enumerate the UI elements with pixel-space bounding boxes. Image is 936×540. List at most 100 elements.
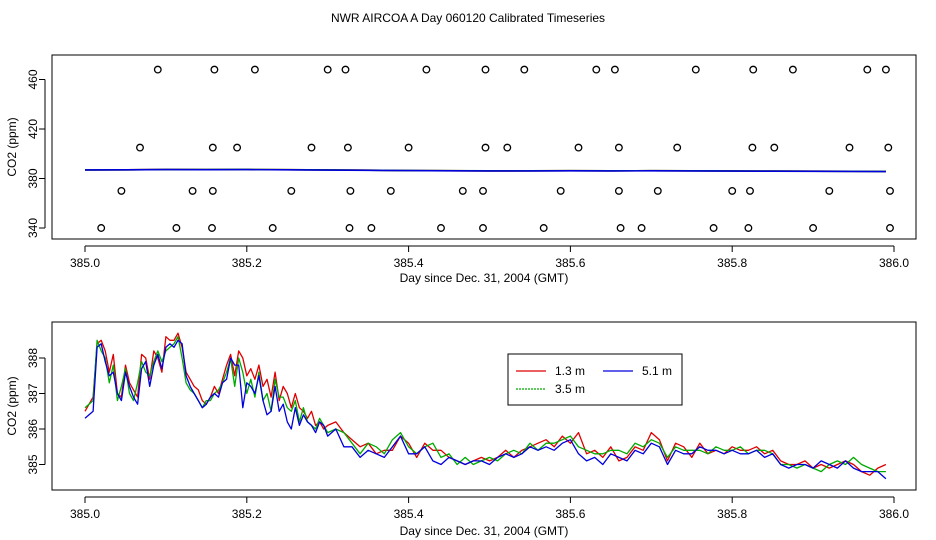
- calibration-point: [404, 143, 413, 152]
- calibration-x-axis: 385.0 385.2 385.4 385.6 385.8 386.0: [70, 245, 909, 270]
- calibration-point: [210, 65, 219, 74]
- calibration-point: [287, 186, 296, 195]
- timeseries-x-axis: 385.0 385.2 385.4 385.6 385.8 386.0: [70, 496, 909, 521]
- calibration-point: [422, 65, 431, 74]
- calibration-point: [614, 186, 623, 195]
- calibration-point: [770, 143, 779, 152]
- calibration-point: [886, 224, 894, 232]
- timeseries-x-tick-label: 385.6: [555, 507, 585, 521]
- calibration-point: [809, 224, 818, 232]
- timeseries-x-tick-label: 385.8: [717, 507, 747, 521]
- timeseries-y-axis: 385 386 387 388: [26, 348, 46, 475]
- calibration-point: [172, 224, 181, 232]
- timeseries-x-tick-label: 385.0: [70, 507, 100, 521]
- calibration-point: [341, 65, 350, 74]
- calibration-y-axis-label: CO2 (ppm): [5, 117, 19, 176]
- calibration-point: [458, 186, 467, 195]
- calibration-point: [788, 65, 797, 74]
- calibration-point: [97, 224, 106, 232]
- calibration-x-tick-label: 385.8: [717, 256, 747, 270]
- calibration-series-5-1-m: [84, 168, 886, 173]
- calibration-point: [744, 224, 753, 232]
- calibration-y-tick-label: 380: [26, 168, 40, 188]
- timeseries-x-axis-label: Day since Dec. 31, 2004 (GMT): [400, 524, 569, 538]
- calibration-y-axis: 340 380 420 460: [26, 69, 46, 238]
- calibration-point: [208, 224, 216, 232]
- calibration-points: [97, 65, 894, 232]
- calibration-point: [250, 65, 259, 74]
- calibration-y-tick-label: 420: [26, 119, 40, 139]
- calibration-point: [728, 186, 737, 195]
- calibration-point: [614, 143, 623, 152]
- calibration-x-tick-label: 385.0: [70, 256, 100, 270]
- calibration-point: [556, 186, 565, 195]
- calibration-point: [268, 224, 277, 232]
- calibration-x-tick-label: 386.0: [879, 256, 909, 270]
- calibration-point: [749, 65, 758, 74]
- calibration-point: [610, 65, 619, 74]
- calibration-point: [884, 143, 893, 152]
- calibration-point: [323, 65, 332, 74]
- page-title: NWR AIRCOA A Day 060120 Calibrated Times…: [331, 11, 605, 25]
- legend-box: [507, 353, 683, 406]
- calibration-plot-frame: [51, 54, 917, 240]
- calibration-point: [479, 224, 487, 232]
- legend: 1.3 m 5.1 m 3.5 m: [507, 353, 683, 406]
- calibration-point: [233, 143, 242, 152]
- calibration-point: [709, 224, 718, 232]
- calibration-point: [520, 65, 529, 74]
- timeseries-lines: [84, 332, 887, 480]
- timeseries-y-axis-label: CO2 (ppm): [5, 376, 19, 435]
- calibration-point: [153, 65, 162, 74]
- calibration-point: [886, 186, 894, 195]
- calibration-point: [208, 186, 217, 195]
- calibration-point: [345, 224, 354, 232]
- timeseries-line-5-1-m: [84, 339, 887, 480]
- timeseries-y-tick-label: 388: [26, 348, 40, 368]
- timeseries-y-tick-label: 386: [26, 419, 40, 439]
- timeseries-x-tick-label: 386.0: [879, 507, 909, 521]
- calibration-y-tick-label: 460: [26, 69, 40, 89]
- timeseries-plot-frame: [51, 321, 917, 491]
- calibration-point: [845, 143, 854, 152]
- calibration-series-lines: [84, 168, 886, 173]
- calibration-point: [863, 65, 872, 74]
- legend-label-3-5m: 3.5 m: [555, 382, 585, 396]
- timeseries-x-tick-label: 385.2: [232, 507, 262, 521]
- timeseries-y-tick-label: 385: [26, 454, 40, 474]
- calibration-point: [653, 186, 662, 195]
- calibration-point: [481, 65, 490, 74]
- legend-label-1-3m: 1.3 m: [555, 364, 585, 378]
- calibration-point: [616, 224, 625, 232]
- calibration-point: [188, 186, 197, 195]
- calibration-panel: 385.0 385.2 385.4 385.6 385.8 386.0 340 380 420…: [5, 54, 917, 285]
- calibration-point: [208, 143, 217, 152]
- calibration-y-tick-label: 340: [26, 218, 40, 238]
- legend-label-5-1m: 5.1 m: [642, 364, 672, 378]
- calibration-point: [367, 224, 376, 232]
- calibration-point: [673, 143, 682, 152]
- calibration-point: [748, 143, 757, 152]
- calibration-x-tick-label: 385.4: [394, 256, 424, 270]
- calibration-point: [479, 186, 487, 195]
- calibration-point: [691, 65, 700, 74]
- calibration-point: [346, 186, 355, 195]
- calibration-x-tick-label: 385.6: [555, 256, 585, 270]
- calibration-point: [386, 186, 395, 195]
- calibration-point: [637, 224, 646, 232]
- timeseries-line-1-3-m: [84, 332, 887, 476]
- calibration-point: [117, 186, 126, 195]
- calibration-point: [881, 65, 890, 74]
- calibration-point: [539, 224, 548, 232]
- calibration-point: [825, 186, 834, 195]
- calibration-point: [136, 143, 144, 152]
- calibration-point: [592, 65, 601, 74]
- timeseries-y-tick-label: 387: [26, 383, 40, 403]
- calibration-point: [343, 143, 352, 152]
- calibration-point: [307, 143, 316, 152]
- calibration-point: [574, 143, 583, 152]
- calibration-point: [437, 224, 445, 232]
- calibration-point: [481, 143, 490, 152]
- timeseries-x-tick-label: 385.4: [394, 507, 424, 521]
